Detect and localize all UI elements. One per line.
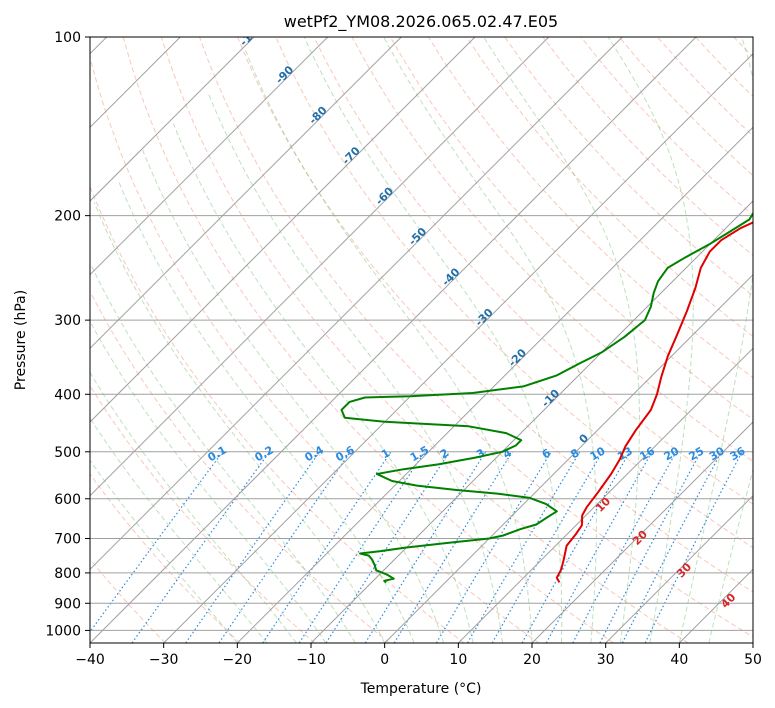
x-tick-label: 30 (597, 652, 615, 668)
isotherm-line (90, 37, 476, 423)
profile-series (340, 211, 753, 584)
moist-adiabat-line (383, 37, 597, 643)
y-axis: 100 200 300 400 500 600 700 800 900 1000 (45, 30, 90, 639)
isotherm-line (90, 37, 550, 497)
moist-adiabat-line (90, 320, 327, 643)
x-tick-label: −40 (75, 652, 105, 668)
x-axis-title: Temperature (°C) (360, 681, 482, 697)
mixing-ratio-line (131, 451, 271, 643)
dry-adiabat-line (90, 473, 241, 643)
mixing-ratio-line (521, 451, 631, 643)
moist-adiabat-line (303, 37, 563, 643)
y-tick-label: 600 (54, 492, 81, 508)
isotherm-line (531, 421, 753, 643)
mixing-ratio-line (599, 451, 702, 643)
mixing-ratio-line (435, 451, 552, 643)
x-tick-label: 10 (449, 652, 467, 668)
plot-area: -100-90-80-70-60-50-40-30-20-1000.10.20.… (90, 20, 753, 643)
mixing-ratio-line (298, 451, 426, 643)
y-tick-label: 300 (54, 313, 81, 329)
dry-adiabat-line (90, 384, 316, 643)
x-tick-label: 50 (744, 652, 762, 668)
mixing-ratio-line (572, 451, 677, 643)
y-tick-label: 400 (54, 387, 81, 403)
dry-adiabats (90, 37, 753, 643)
chart-title: wetPf2_YM08.2026.065.02.47.E05 (284, 12, 558, 32)
y-tick-label: 1000 (45, 623, 81, 639)
isotherm-line (90, 37, 255, 202)
temperature-profile-line (555, 221, 753, 583)
isotherm-line (310, 200, 753, 643)
isotherms (90, 37, 753, 643)
isotherm-label: -100 (237, 20, 266, 49)
x-tick-label: −30 (149, 652, 179, 668)
moist-adiabat-line (90, 417, 268, 643)
moist-adiabat-line (483, 37, 640, 643)
isobars (90, 37, 753, 631)
dewpoint-profile-line (340, 211, 753, 584)
moist-adiabat-line (678, 37, 753, 643)
x-tick-label: −10 (296, 652, 326, 668)
dry-adiabat-line (160, 37, 689, 643)
y-tick-label: 900 (54, 596, 81, 612)
moist-adiabat-line (118, 181, 415, 643)
y-tick-label: 200 (54, 209, 81, 225)
mixing-ratio-line (262, 451, 392, 643)
dry-adiabat-line (90, 290, 390, 643)
moist-adiabat-line (607, 37, 694, 643)
isotherm-line (605, 494, 753, 643)
isotherm-line (90, 37, 623, 571)
y-tick-label: 700 (54, 532, 81, 548)
isotherm-line (90, 37, 402, 350)
dry-adiabat-line (504, 37, 753, 297)
dry-adiabat-line (351, 37, 753, 463)
y-tick-label: 500 (54, 445, 81, 461)
moist-adiabat-line (90, 261, 356, 643)
isotherm-line (457, 347, 753, 643)
dry-adiabat-line (199, 37, 753, 638)
dry-adiabat-line (90, 185, 465, 643)
mixing-ratio-line (185, 451, 321, 643)
mixing-ratio-line (545, 451, 653, 643)
x-tick-label: 0 (380, 652, 389, 668)
isotherm-line (90, 37, 329, 276)
dry-adiabat-line (122, 37, 614, 643)
x-tick-label: 20 (523, 652, 541, 668)
mixing-ratio-line (325, 451, 451, 643)
y-tick-label: 800 (54, 566, 81, 582)
mixing-ratio-line (90, 451, 224, 633)
dry-adiabat-line (275, 37, 753, 549)
isotherm-line (384, 273, 753, 643)
dry-adiabat-line (90, 55, 540, 643)
moist-adiabat-line (244, 49, 533, 643)
x-tick-label: 40 (670, 652, 688, 668)
dry-adiabat-line (427, 37, 753, 379)
x-tick-label: −20 (223, 652, 253, 668)
mixing-ratio-line (218, 451, 351, 643)
isotherm-line (236, 126, 753, 643)
moist-adiabat-line (708, 467, 753, 643)
isotherm-line (163, 52, 753, 643)
isotherm-line (90, 37, 697, 643)
dry-adiabat-line (90, 558, 166, 643)
plot-frame (89, 36, 754, 644)
dry-adiabat-line (237, 37, 753, 593)
mixing-ratio-line (644, 451, 743, 643)
mixing-ratio-lines (90, 451, 743, 643)
x-axis: −40 −30 −20 −10 0 10 20 30 40 50 (75, 643, 762, 668)
y-tick-label: 100 (54, 30, 81, 46)
moist-adiabat-line (90, 371, 297, 643)
moist-adiabat-line (93, 202, 386, 643)
mixing-ratio-line (364, 451, 487, 643)
y-axis-title: Pressure (hPa) (13, 290, 29, 390)
